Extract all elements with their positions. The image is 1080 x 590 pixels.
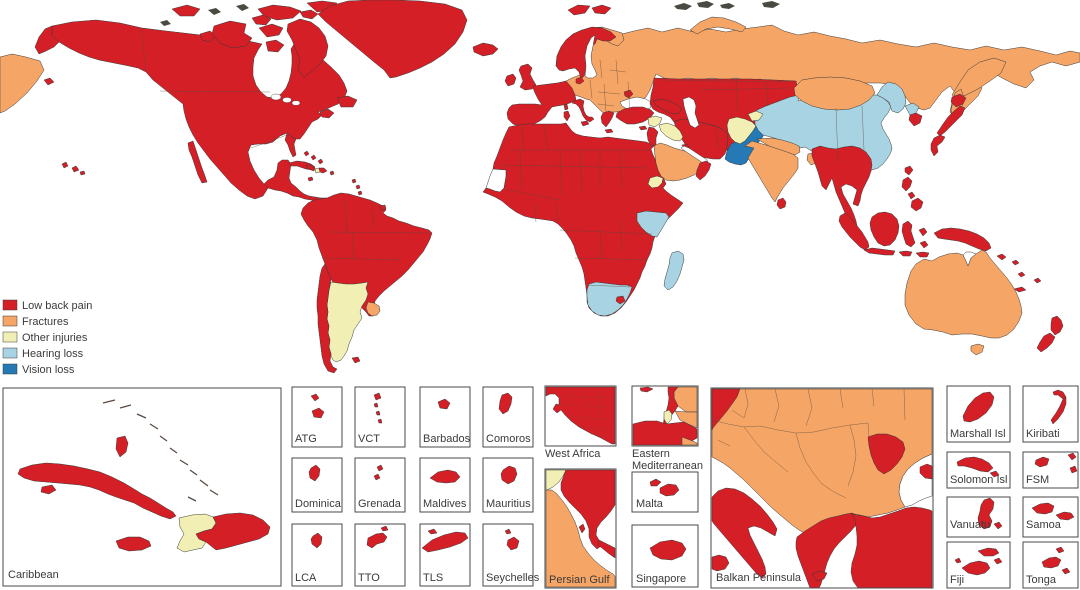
svg-text:Fractures: Fractures	[22, 316, 69, 328]
svg-text:Hearing loss: Hearing loss	[22, 348, 84, 360]
svg-text:Dominica: Dominica	[295, 498, 342, 510]
svg-text:FSM: FSM	[1026, 474, 1049, 486]
svg-text:Solomon Isl: Solomon Isl	[950, 474, 1007, 486]
svg-text:LCA: LCA	[295, 572, 317, 584]
svg-text:TLS: TLS	[423, 572, 443, 584]
svg-text:Maldives: Maldives	[423, 498, 467, 510]
svg-text:Mauritius: Mauritius	[486, 498, 531, 510]
svg-text:Caribbean: Caribbean	[8, 569, 59, 581]
svg-text:Eastern: Eastern	[632, 448, 670, 460]
svg-text:Seychelles: Seychelles	[486, 572, 540, 584]
svg-text:Tonga: Tonga	[1026, 574, 1057, 586]
svg-text:VCT: VCT	[358, 433, 380, 445]
svg-text:Persian Gulf: Persian Gulf	[549, 574, 610, 586]
svg-text:Comoros: Comoros	[486, 433, 531, 445]
svg-text:TTO: TTO	[358, 572, 380, 584]
svg-text:Grenada: Grenada	[358, 498, 402, 510]
svg-text:ATG: ATG	[295, 433, 317, 445]
svg-text:Vanuatu: Vanuatu	[950, 519, 990, 531]
svg-text:Mediterranean: Mediterranean	[632, 460, 703, 472]
svg-text:Low back pain: Low back pain	[22, 300, 92, 312]
svg-text:Kiribati: Kiribati	[1026, 428, 1060, 440]
svg-text:Barbados: Barbados	[423, 433, 471, 445]
svg-text:Singapore: Singapore	[636, 573, 686, 585]
svg-text:Vision loss: Vision loss	[22, 364, 75, 376]
svg-text:Samoa: Samoa	[1026, 519, 1062, 531]
svg-text:West Africa: West Africa	[545, 448, 601, 460]
svg-text:Other injuries: Other injuries	[22, 332, 88, 344]
svg-text:Marshall Isl: Marshall Isl	[950, 428, 1006, 440]
svg-text:Malta: Malta	[636, 498, 664, 510]
svg-text:Fiji: Fiji	[950, 574, 964, 586]
svg-text:Balkan Peninsula: Balkan Peninsula	[716, 572, 802, 584]
